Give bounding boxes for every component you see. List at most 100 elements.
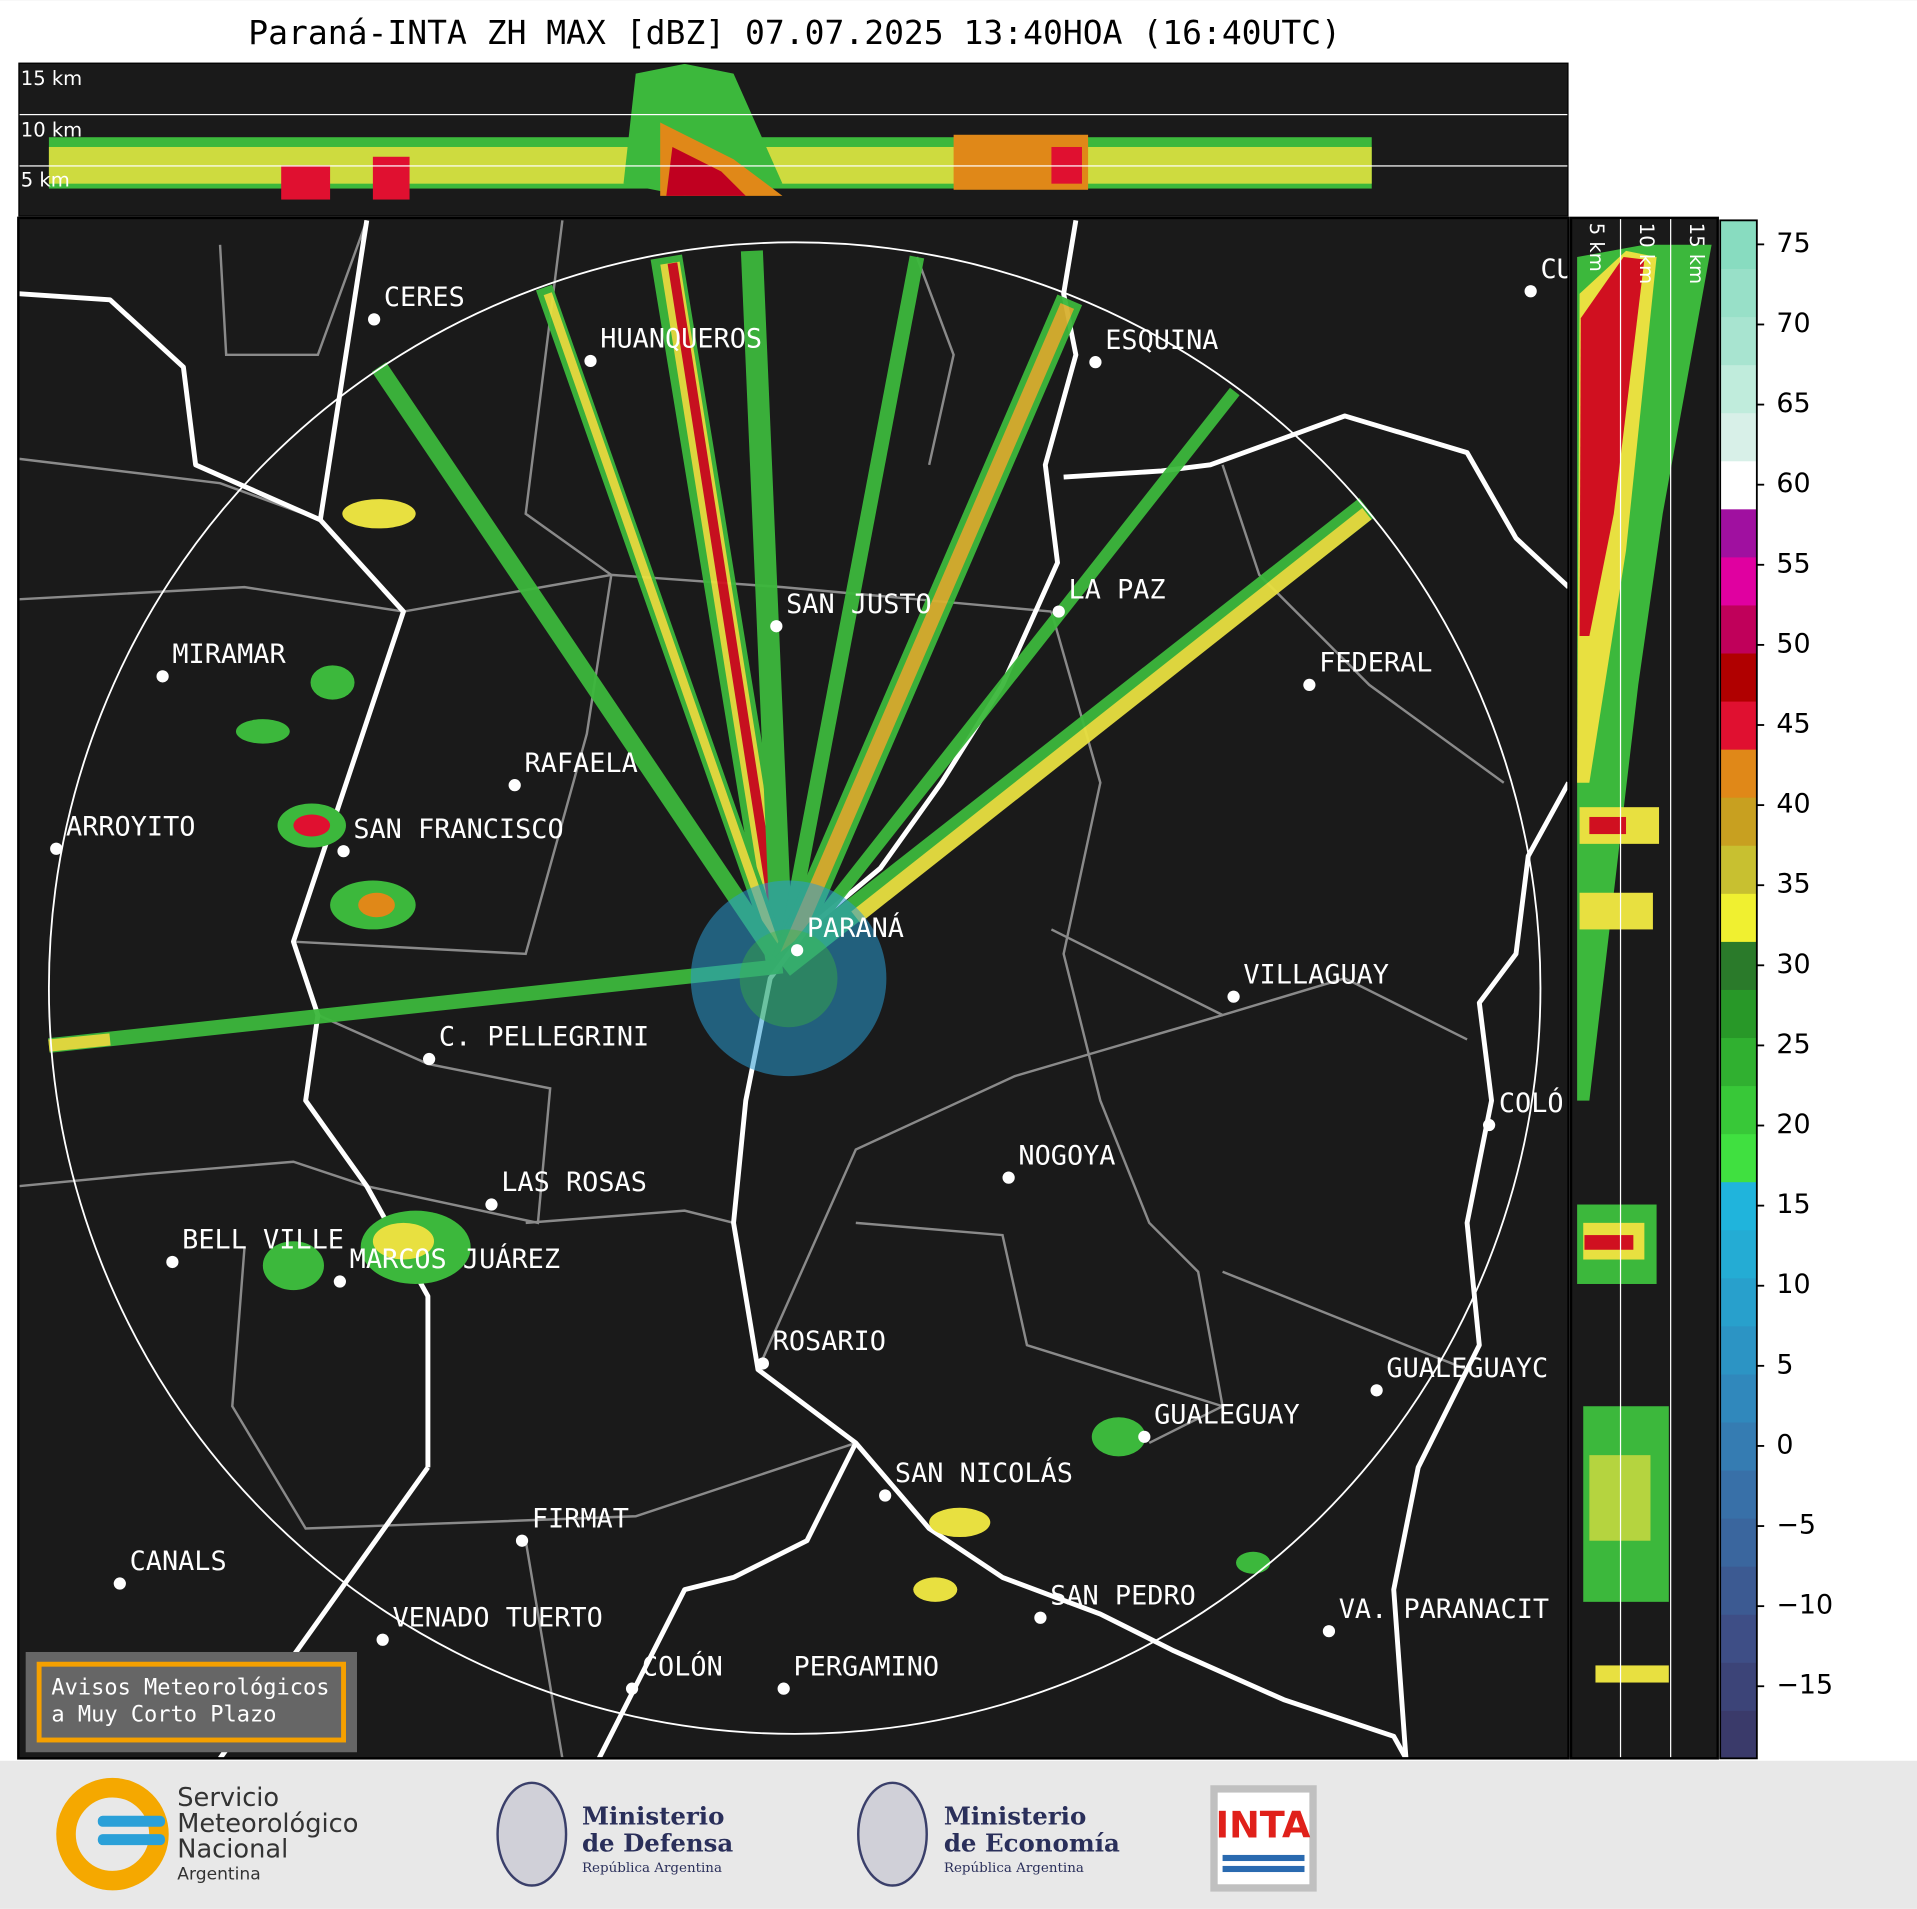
colorbar-tick-label: 45: [1776, 708, 1810, 739]
colorbar-band: [1720, 989, 1757, 1039]
colorbar-band: [1720, 700, 1757, 750]
city-dot: [777, 1682, 790, 1695]
city-dot: [376, 1633, 389, 1646]
city-dot: [166, 1255, 179, 1269]
colorbar-band: [1720, 556, 1757, 606]
city-label: MARCOS JUÁREZ: [350, 1243, 560, 1275]
colorbar-band: [1720, 1133, 1757, 1183]
defensa-logo: Ministerio de Defensa República Argentin…: [496, 1781, 733, 1887]
colorbar-band: [1720, 412, 1757, 462]
city-label: COLÓN: [642, 1650, 723, 1682]
city-dot: [1227, 990, 1240, 1003]
city-dot: [333, 1275, 346, 1288]
logo-text: República Argentina: [582, 1861, 722, 1876]
logo-text: República Argentina: [944, 1861, 1084, 1876]
height-label: 5 km: [21, 169, 70, 192]
city-label: NOGOYA: [1018, 1140, 1115, 1171]
colorbar-tick-label: 65: [1776, 388, 1810, 419]
colorbar-band: [1720, 316, 1757, 366]
height-label: 10 km: [21, 119, 82, 142]
colorbar-tick-label: 35: [1776, 869, 1810, 900]
colorbar-band: [1720, 604, 1757, 654]
city-label: PERGAMINO: [793, 1651, 939, 1682]
city-dot: [50, 842, 63, 855]
city-label: PARANÁ: [807, 912, 904, 944]
city-label: LAS ROSAS: [501, 1167, 647, 1198]
city-dot: [1524, 285, 1537, 298]
colorbar-band: [1720, 268, 1757, 318]
city-dot: [1002, 1171, 1015, 1184]
colorbar-band: [1720, 1181, 1757, 1231]
logo-text: INTA: [1215, 1803, 1310, 1846]
city-dot: [423, 1052, 436, 1066]
city-dot: [1303, 678, 1316, 692]
city-label: CERES: [384, 282, 465, 313]
colorbar-band: [1720, 652, 1757, 702]
city-dot: [367, 313, 381, 326]
colorbar-tick-label: 55: [1776, 548, 1810, 579]
colorbar-tick-label: 50: [1776, 628, 1810, 659]
colorbar-tick-label: 70: [1776, 308, 1810, 339]
city-label: C. PELLEGRINI: [439, 1022, 649, 1053]
city-dot: [1370, 1384, 1383, 1397]
colorbar-tick-label: 0: [1776, 1429, 1793, 1460]
city-label: CU: [1540, 254, 1572, 285]
colorbar-tick-label: −5: [1776, 1510, 1816, 1541]
city-label: SAN NICOLÁS: [895, 1457, 1073, 1489]
city-dot: [515, 1534, 529, 1547]
colorbar-band: [1720, 1229, 1757, 1279]
colorbar-tick-label: 20: [1776, 1109, 1810, 1140]
city-dot: [770, 620, 783, 633]
city-dot: [1322, 1625, 1336, 1638]
city-dot: [1138, 1430, 1151, 1443]
colorbar-tick-label: −15: [1776, 1670, 1833, 1701]
city-dot: [879, 1489, 892, 1502]
colorbar-band: [1720, 1085, 1757, 1135]
colorbar-band: [1720, 1277, 1757, 1327]
logo-text: Meteorológico: [177, 1809, 358, 1839]
colorbar-tick-label: 25: [1776, 1029, 1810, 1060]
city-dot: [508, 779, 521, 792]
colorbar-band: [1720, 749, 1757, 798]
city-dot: [1089, 356, 1102, 369]
city-label: COLÓ: [1499, 1087, 1564, 1119]
city-dot: [113, 1577, 126, 1590]
colorbar-band: [1720, 1710, 1757, 1759]
colorbar-band: [1720, 1518, 1757, 1567]
city-label: VILLAGUAY: [1243, 959, 1389, 990]
colorbar-band: [1720, 1421, 1757, 1471]
map-frame: [17, 216, 1570, 1760]
city-dot: [337, 845, 350, 858]
colorbar-band: [1720, 460, 1757, 510]
logo-text: Ministerio: [944, 1802, 1086, 1831]
colorbar-band: [1720, 941, 1757, 990]
colorbar-band: [1720, 220, 1757, 270]
inta-logo: INTA: [1210, 1785, 1317, 1892]
colorbar-band: [1720, 797, 1757, 846]
colorbar-tick-label: 10: [1776, 1269, 1810, 1300]
city-label: LA PAZ: [1069, 574, 1166, 605]
city-dot: [584, 354, 597, 368]
colorbar-band: [1720, 1469, 1757, 1519]
colorbar-band: [1720, 1325, 1757, 1375]
colorbar-tick-label: 15: [1776, 1189, 1810, 1220]
city-dot: [1034, 1611, 1047, 1624]
title: Paraná-INTA ZH MAX [dBZ] 07.07.2025 13:4…: [248, 13, 1341, 52]
map: CERES HUANQUEROS ESQUINA SAN JUSTO LA PAZ MIR…: [18, 217, 1572, 1759]
logo-text: Servicio: [177, 1783, 279, 1813]
city-label: ARROYITO: [66, 811, 195, 842]
economia-logo: Ministerio de Economía República Argenti…: [857, 1781, 1120, 1887]
colorbar-band: [1720, 508, 1757, 558]
city-label: RAFAELA: [524, 748, 637, 779]
city-dot: [1052, 605, 1065, 618]
colorbar-tick-label: 60: [1776, 468, 1810, 499]
city-label: ESQUINA: [1105, 325, 1218, 356]
height-label: 15 km: [21, 67, 82, 90]
colorbar-tick-label: 30: [1776, 949, 1810, 980]
footer: [0, 1760, 1917, 1909]
city-label: GUALEGUAY: [1154, 1400, 1300, 1431]
colorbar-band: [1720, 1037, 1757, 1087]
city-dot: [791, 944, 804, 957]
colorbar-frame: [1719, 219, 1758, 1760]
smn-logo: Servicio Meteorológico Nacional Argentin…: [56, 1777, 358, 1891]
